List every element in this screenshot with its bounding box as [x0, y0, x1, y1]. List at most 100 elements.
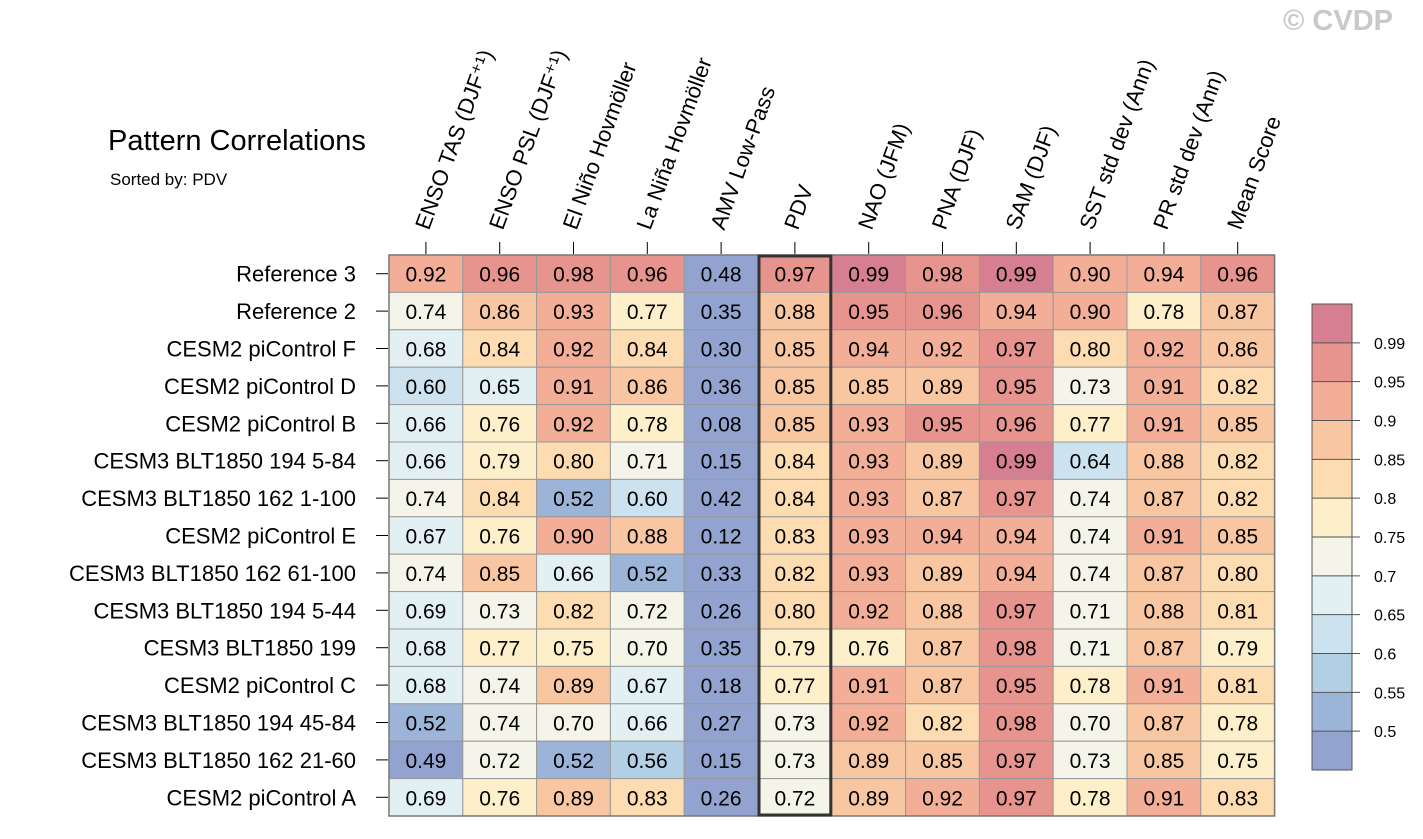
cell-value-label: 0.74: [405, 563, 446, 586]
heatmap-cell: [536, 553, 611, 593]
heatmap-cell: [462, 441, 538, 480]
cell-value-label: 0.99: [848, 264, 889, 287]
heatmap-cell: [683, 703, 759, 742]
cell-value-label: 0.91: [1143, 376, 1184, 399]
cell-value-label: 0.76: [848, 638, 889, 661]
cell-value-label: 0.82: [922, 713, 963, 736]
heatmap-cell: [462, 665, 538, 705]
cell-value-label: 0.72: [479, 750, 520, 773]
cell-value-label: 0.96: [479, 264, 520, 287]
cell-value-label: 0.98: [922, 264, 963, 287]
cell-value-label: 0.49: [405, 750, 446, 773]
cell-value-label: 0.18: [701, 675, 742, 698]
cell-value-label: 0.98: [996, 638, 1037, 661]
heatmap-cell: [757, 628, 833, 667]
cell-value-label: 0.78: [1070, 675, 1111, 698]
heatmap-cell: [978, 329, 1054, 368]
cell-value-label: 0.89: [922, 376, 963, 399]
cell-value-label: 0.93: [848, 488, 889, 511]
cell-value-label: 0.97: [996, 750, 1037, 773]
cell-value-label: 0.08: [701, 413, 742, 436]
row-label: CESM3 BLT1850 162 1-100: [81, 486, 356, 511]
heatmap-cell: [905, 740, 980, 780]
row-label: CESM3 BLT1850 162 61-100: [69, 561, 356, 586]
cell-value-label: 0.27: [701, 713, 742, 736]
cell-value-label: 0.99: [996, 451, 1037, 474]
heatmap-cell: [683, 291, 759, 331]
heatmap-cell: [462, 703, 538, 742]
cell-value-label: 0.72: [627, 600, 668, 623]
heatmap-cell: [1200, 254, 1276, 293]
cell-value-label: 0.76: [479, 413, 520, 436]
row-labels: Reference 3 Reference 2 CESM2 piControl F C…: [69, 262, 388, 810]
cell-value-label: 0.89: [848, 750, 889, 773]
heatmap-cell: [1126, 740, 1202, 780]
colorbar-frame: [1311, 303, 1353, 771]
cell-value-label: 0.92: [922, 339, 963, 362]
cell-value-label: 0.85: [774, 376, 815, 399]
cell-value-label: 0.52: [553, 750, 594, 773]
heatmap-cell: [536, 740, 611, 780]
heatmap-cell: [978, 628, 1054, 667]
row-label: CESM3 BLT1850 162 21-60: [81, 748, 356, 773]
colorbar-tick-label: 0.9: [1374, 414, 1396, 431]
heatmap-cell: [905, 553, 980, 593]
cell-value-label: 0.84: [479, 488, 520, 511]
column-label: PR std dev (Ann): [1148, 67, 1229, 233]
cell-value-label: 0.88: [1143, 451, 1184, 474]
cell-value-label: 0.93: [848, 526, 889, 549]
heatmap-cell: [757, 478, 833, 518]
cell-value-label: 0.66: [405, 413, 446, 436]
heatmap-cell: [978, 591, 1054, 630]
heatmap-cell: [1052, 628, 1128, 667]
cell-value-label: 0.92: [848, 600, 889, 623]
heatmap-cell: [905, 778, 980, 817]
cell-value-label: 0.89: [922, 451, 963, 474]
cell-value-label: 0.73: [1070, 750, 1111, 773]
heatmap-cell: [905, 665, 980, 705]
cell-value-label: 0.92: [553, 339, 594, 362]
cell-value-label: 0.74: [405, 301, 446, 324]
cell-value-label: 0.78: [1217, 713, 1258, 736]
cell-value-label: 0.71: [627, 451, 668, 474]
colorbar-segment: [1312, 653, 1352, 693]
cell-value-label: 0.74: [479, 713, 520, 736]
colorbar-segment: [1312, 537, 1352, 576]
cell-value-label: 0.85: [922, 750, 963, 773]
column-labels: ENSO TAS (DJF⁺¹)ENSO PSL (DJF⁺¹)El Niño …: [410, 46, 1286, 254]
cell-value-label: 0.73: [774, 713, 815, 736]
colorbar-segment: [1312, 614, 1352, 654]
cell-value-label: 0.76: [479, 787, 520, 810]
colorbar-segment: [1312, 459, 1352, 499]
column-label: La Niña Hovmöller: [632, 54, 717, 233]
cell-value-label: 0.82: [774, 563, 815, 586]
cell-value-label: 0.56: [627, 750, 668, 773]
colorbar-segment: [1312, 420, 1352, 460]
cell-value-label: 0.70: [1070, 713, 1111, 736]
heatmap-cell: [831, 703, 907, 742]
cell-value-label: 0.86: [627, 376, 668, 399]
cell-value-label: 0.48: [701, 264, 742, 287]
heatmap-cell: [1200, 665, 1276, 705]
cell-value-label: 0.85: [1143, 750, 1184, 773]
cell-value-label: 0.93: [848, 413, 889, 436]
cell-value-label: 0.95: [848, 301, 889, 324]
cell-value-label: 0.83: [627, 787, 668, 810]
heatmap-cell: [388, 740, 464, 780]
cell-value-label: 0.33: [701, 563, 742, 586]
heatmap-cell: [536, 591, 611, 630]
heatmap-cell: [757, 591, 833, 630]
cell-value-label: 0.95: [996, 376, 1037, 399]
cell-value-label: 0.64: [1070, 451, 1111, 474]
cell-value-label: 0.80: [1217, 563, 1258, 586]
cell-value-label: 0.89: [553, 675, 594, 698]
cell-value-label: 0.94: [922, 526, 963, 549]
heatmap-cell: [462, 254, 538, 293]
heatmap-cells: 0.92 0.96 0.98 0.96 0.48 0.97 0.99 0.98 0.99 0.90…: [388, 254, 1276, 817]
colorbar-tick-label: 0.55: [1374, 685, 1405, 702]
heatmap-cell: [609, 740, 685, 780]
heatmap-cell: [978, 665, 1054, 705]
heatmap-cell: [388, 553, 464, 593]
colorbar-segment: [1312, 575, 1352, 615]
cell-value-label: 0.96: [922, 301, 963, 324]
